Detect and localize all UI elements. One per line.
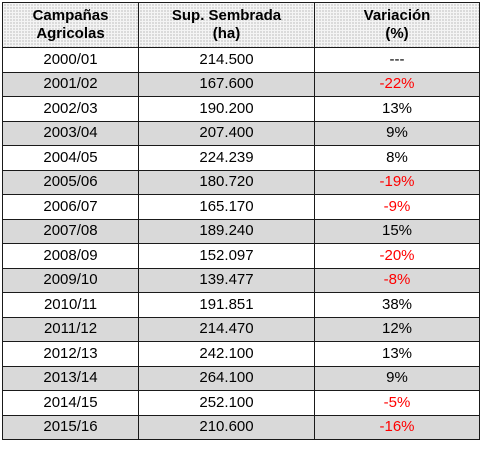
campaign-cell: 2002/03	[2, 96, 139, 122]
table-row: 2004/05 224.239 8%	[2, 145, 480, 171]
campaign-cell: 2006/07	[2, 194, 139, 220]
sown-area-cell: 207.400	[138, 120, 315, 146]
table-row: 2008/09 152.097 -20%	[2, 243, 480, 269]
variation-cell: -16%	[314, 414, 480, 440]
campaign-cell: 2015/16	[2, 414, 139, 440]
sown-area-cell: 224.239	[138, 145, 315, 171]
campaign-cell: 2000/01	[2, 47, 139, 73]
header-variation: Variación (%)	[314, 2, 480, 48]
variation-cell: 12%	[314, 316, 480, 342]
header-sown-area-line1: Sup. Sembrada	[171, 7, 282, 24]
variation-cell: 9%	[314, 365, 480, 391]
campaign-cell: 2011/12	[2, 316, 139, 342]
campaign-cell: 2007/08	[2, 218, 139, 244]
header-campaign-line1: Campañas	[32, 7, 109, 24]
header-sown-area-line2: (ha)	[212, 25, 241, 42]
header-campaign-line2: Agricolas	[36, 25, 105, 42]
variation-cell: 13%	[314, 341, 480, 367]
campaign-cell: 2009/10	[2, 267, 139, 293]
campaign-cell: 2004/05	[2, 145, 139, 171]
header-row: Campañas Agricolas Sup. Sembrada (ha) Va…	[2, 2, 480, 48]
campaign-cell: 2005/06	[2, 169, 139, 195]
campaign-cell: 2012/13	[2, 341, 139, 367]
sown-area-cell: 167.600	[138, 71, 315, 97]
sown-area-cell: 180.720	[138, 169, 315, 195]
variation-cell: -22%	[314, 71, 480, 97]
table-row: 2013/14 264.100 9%	[2, 365, 480, 391]
header-variation-line2: (%)	[385, 25, 409, 42]
sown-area-cell: 210.600	[138, 414, 315, 440]
variation-cell: 13%	[314, 96, 480, 122]
table-body: 2000/01 214.500 --- 2001/02 167.600 -22% 2002/…	[2, 47, 480, 440]
variation-cell: 38%	[314, 292, 480, 318]
table-row: 2001/02 167.600 -22%	[2, 71, 480, 97]
campaign-cell: 2014/15	[2, 390, 139, 416]
campaign-cell: 2001/02	[2, 71, 139, 97]
sown-area-cell: 242.100	[138, 341, 315, 367]
table-row: 2012/13 242.100 13%	[2, 341, 480, 367]
sown-area-cell: 264.100	[138, 365, 315, 391]
variation-cell: -9%	[314, 194, 480, 220]
table-row: 2000/01 214.500 ---	[2, 47, 480, 73]
sown-area-cell: 189.240	[138, 218, 315, 244]
campaign-cell: 2003/04	[2, 120, 139, 146]
table-row: 2005/06 180.720 -19%	[2, 169, 480, 195]
table-row: 2003/04 207.400 9%	[2, 120, 480, 146]
table-row: 2011/12 214.470 12%	[2, 316, 480, 342]
table-row: 2010/11 191.851 38%	[2, 292, 480, 318]
table-row: 2002/03 190.200 13%	[2, 96, 480, 122]
table-row: 2014/15 252.100 -5%	[2, 390, 480, 416]
variation-cell: -8%	[314, 267, 480, 293]
sown-area-cell: 252.100	[138, 390, 315, 416]
variation-cell: -5%	[314, 390, 480, 416]
sown-area-cell: 152.097	[138, 243, 315, 269]
variation-cell: 15%	[314, 218, 480, 244]
table-row: 2015/16 210.600 -16%	[2, 414, 480, 440]
table-row: 2006/07 165.170 -9%	[2, 194, 480, 220]
campaign-cell: 2013/14	[2, 365, 139, 391]
table-row: 2009/10 139.477 -8%	[2, 267, 480, 293]
variation-cell: ---	[314, 47, 480, 73]
sown-area-cell: 190.200	[138, 96, 315, 122]
variation-cell: 9%	[314, 120, 480, 146]
sown-area-cell: 165.170	[138, 194, 315, 220]
variation-cell: 8%	[314, 145, 480, 171]
table-row: 2007/08 189.240 15%	[2, 218, 480, 244]
variation-cell: -20%	[314, 243, 480, 269]
campaign-cell: 2008/09	[2, 243, 139, 269]
sown-area-cell: 214.470	[138, 316, 315, 342]
header-campaign: Campañas Agricolas	[2, 2, 139, 48]
sown-area-cell: 191.851	[138, 292, 315, 318]
sown-area-cell: 214.500	[138, 47, 315, 73]
variation-cell: -19%	[314, 169, 480, 195]
header-sown-area: Sup. Sembrada (ha)	[138, 2, 315, 48]
table-header: Campañas Agricolas Sup. Sembrada (ha) Va…	[2, 2, 480, 48]
sown-area-cell: 139.477	[138, 267, 315, 293]
sown-area-table: Campañas Agricolas Sup. Sembrada (ha) Va…	[2, 2, 480, 440]
header-variation-line1: Variación	[363, 7, 431, 24]
campaign-cell: 2010/11	[2, 292, 139, 318]
